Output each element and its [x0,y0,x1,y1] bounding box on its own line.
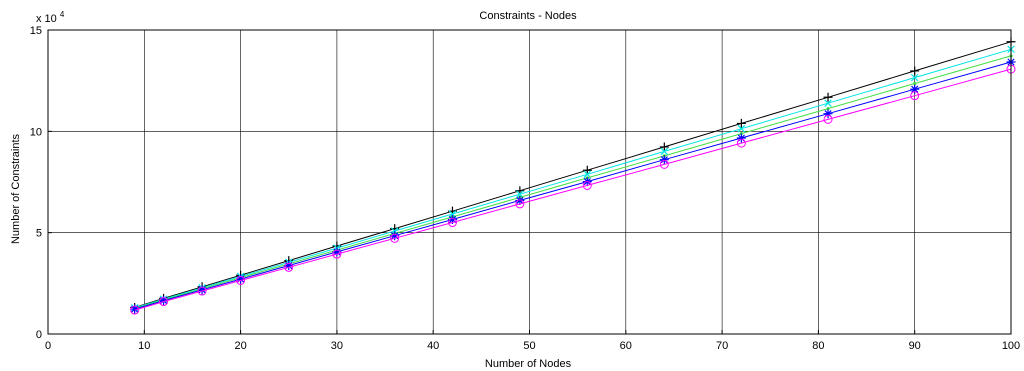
data-point-star [515,195,525,205]
data-point-plus [736,118,746,128]
y-tick-label: 5 [36,228,42,240]
data-point-star [390,231,400,241]
data-point-x [660,147,669,156]
data-point-circle [159,297,169,307]
x-tick-label: 30 [331,340,343,352]
data-point-circle [284,262,294,272]
data-point-circle [197,286,207,296]
series-line [134,55,1012,309]
data-point-star [130,304,140,314]
data-point-star [284,260,294,270]
data-point-dot [826,107,830,111]
data-point-plus [910,66,920,76]
data-point-plus [823,92,833,102]
data-point-star [447,214,457,224]
data-point-x [737,124,746,133]
data-point-circle [823,114,833,124]
data-point-x [824,99,832,107]
data-point-x [910,73,919,82]
x-tick-label: 10 [138,340,150,352]
data-point-plus [582,165,592,175]
x-axis-label: Number of Nodes [485,358,572,370]
data-series [130,37,1016,315]
data-point-dot [913,81,917,86]
data-point-circle [447,218,457,228]
y-axis-exponent-base: x 10 [36,13,57,25]
data-point-star [197,285,207,295]
axis-ticks: 0 10 20 30 40 50 60 70 80 90 100 0 5 10 15 [30,25,1020,352]
data-point-star [736,133,746,143]
data-point-plus [659,142,669,152]
series-line [134,61,1012,310]
y-axis-exponent-power: 4 [60,10,65,19]
data-point-star [159,296,169,306]
series-line [134,41,1012,308]
x-tick-label: 80 [812,340,824,352]
data-point-circle [515,199,525,209]
data-point-star [332,247,342,257]
data-point-circle [236,275,246,285]
x-tick-label: 20 [234,340,246,352]
data-point-star [910,84,920,94]
data-point-circle [659,159,669,169]
data-point-x [583,170,592,179]
x-tick-label: 40 [427,340,439,352]
grid-lines [47,29,1012,335]
x-tick-label: 50 [523,340,535,352]
y-tick-label: 0 [36,329,42,341]
x-tick-label: 100 [1002,340,1020,352]
series-line [134,68,1012,311]
data-point-circle [582,180,592,190]
data-point-circle [736,138,746,148]
y-axis-label: Number of Constraints [10,133,22,244]
data-point-star [236,274,246,284]
x-tick-label: 90 [909,340,921,352]
x-tick-label: 60 [620,340,632,352]
data-point-circle [332,249,342,259]
data-point-star [659,155,669,165]
data-point-circle [130,305,140,315]
data-point-circle [910,91,920,101]
data-point-star [823,109,833,119]
y-tick-label: 15 [30,25,42,37]
data-point-circle [390,233,400,243]
x-tick-label: 70 [716,340,728,352]
series-line [134,48,1012,309]
y-axis-exponent: x 10 4 [36,10,65,25]
y-tick-label: 10 [30,126,42,138]
x-tick-label: 0 [45,340,51,352]
chart-title: Constraints - Nodes [479,10,577,22]
